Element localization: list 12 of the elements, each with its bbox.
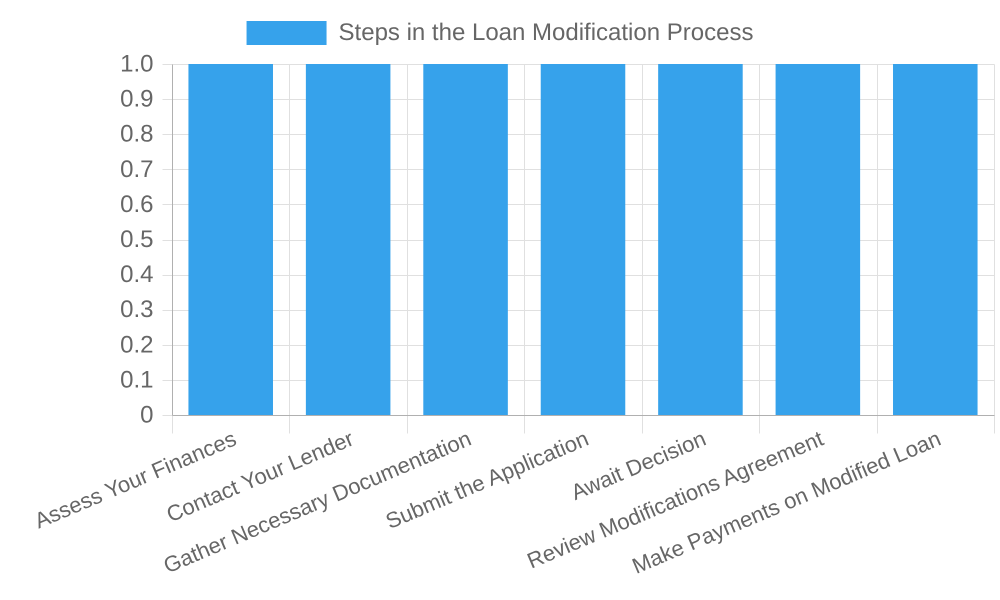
- y-tick-label: 0.8: [120, 120, 154, 148]
- y-tick-label: 0: [140, 402, 154, 428]
- y-tick-label: 0.9: [120, 86, 154, 113]
- y-tick-label: 1.0: [120, 50, 154, 78]
- y-tick-label: 0.3: [120, 296, 154, 324]
- y-tick-label: 0.7: [120, 156, 154, 183]
- y-tick-label: 0.6: [120, 190, 154, 218]
- y-tick-label: 0.5: [120, 226, 154, 253]
- y-tick-label: 0.1: [120, 366, 154, 394]
- y-tick-label: 0.4: [120, 261, 154, 288]
- y-tick-label: 0.2: [120, 331, 154, 358]
- legend-label: Steps in the Loan Modification Process: [338, 19, 754, 46]
